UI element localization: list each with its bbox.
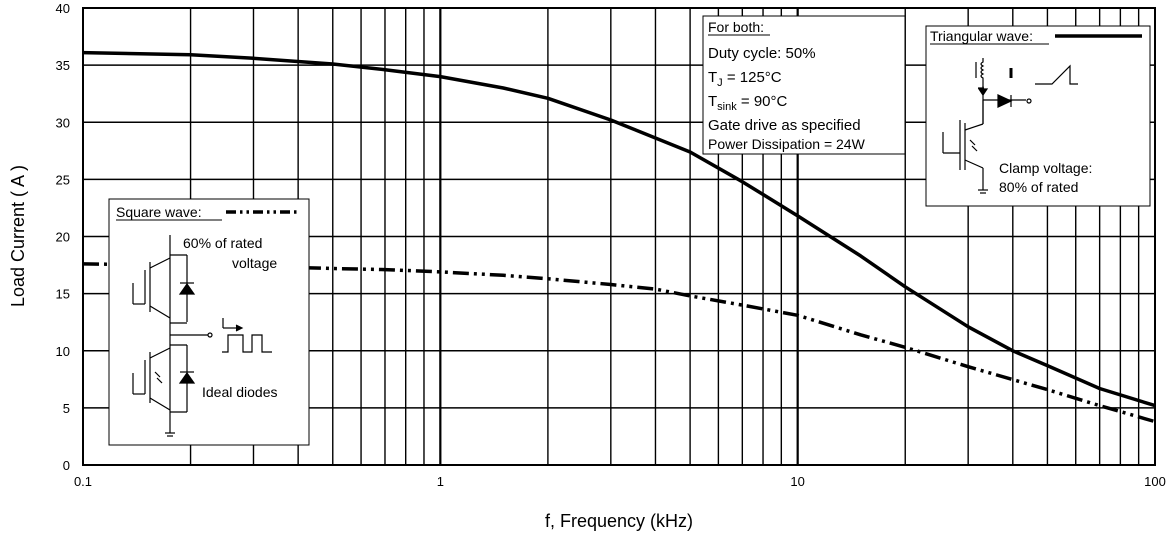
tick-labels: 0.1 1 10 100 0 5 10 15 20 25 30 35 40 xyxy=(56,1,1166,489)
y-tick-label: 35 xyxy=(56,58,70,73)
square-wave-box: Square wave: xyxy=(108,198,310,446)
x-axis-title: f, Frequency (kHz) xyxy=(545,511,693,531)
x-tick-label: 0.1 xyxy=(74,474,92,489)
duty-cycle-text: Duty cycle: 50% xyxy=(708,45,816,62)
y-tick-label: 25 xyxy=(56,172,70,187)
rated-voltage-line2: voltage xyxy=(232,255,277,271)
power-dissipation-text: Power Dissipation = 24W xyxy=(708,136,866,152)
triangular-wave-line xyxy=(82,50,1156,408)
ideal-diodes-text: Ideal diodes xyxy=(202,384,278,400)
y-tick-label: 30 xyxy=(56,115,70,130)
clamp-voltage-line2: 80% of rated xyxy=(999,179,1078,195)
gate-drive-text: Gate drive as specified xyxy=(708,117,861,134)
square-legend-label: Square wave: xyxy=(116,204,202,220)
x-tick-label: 100 xyxy=(1144,474,1166,489)
half-bridge-circuit-icon xyxy=(132,235,272,437)
plot-frame xyxy=(82,7,1156,466)
square-wave-line xyxy=(82,262,1156,424)
x-tick-label: 10 xyxy=(790,474,804,489)
clamp-voltage-line1: Clamp voltage: xyxy=(999,160,1092,176)
triangular-wave-box: Triangular wave: xyxy=(925,25,1151,207)
clamp-circuit-icon xyxy=(942,58,1078,194)
for-both-title: For both: xyxy=(708,19,764,35)
y-tick-label: 40 xyxy=(56,1,70,16)
x-tick-label: 1 xyxy=(437,474,444,489)
y-tick-label: 15 xyxy=(56,287,70,302)
tj-text: TJ = 125°C xyxy=(708,69,782,89)
series-group xyxy=(82,50,1156,424)
y-tick-label: 5 xyxy=(63,401,70,416)
triangular-legend-label: Triangular wave: xyxy=(930,28,1033,44)
y-tick-label: 0 xyxy=(63,458,70,473)
for-both-box: For both: Duty cycle: 50% TJ = 125°C Tsi… xyxy=(702,15,906,155)
y-axis-title: Load Current ( A ) xyxy=(8,165,28,307)
y-tick-label: 10 xyxy=(56,344,70,359)
rated-voltage-line1: 60% of rated xyxy=(183,235,262,251)
tsink-text: Tsink = 90°C xyxy=(708,93,788,113)
y-tick-label: 20 xyxy=(56,230,70,245)
